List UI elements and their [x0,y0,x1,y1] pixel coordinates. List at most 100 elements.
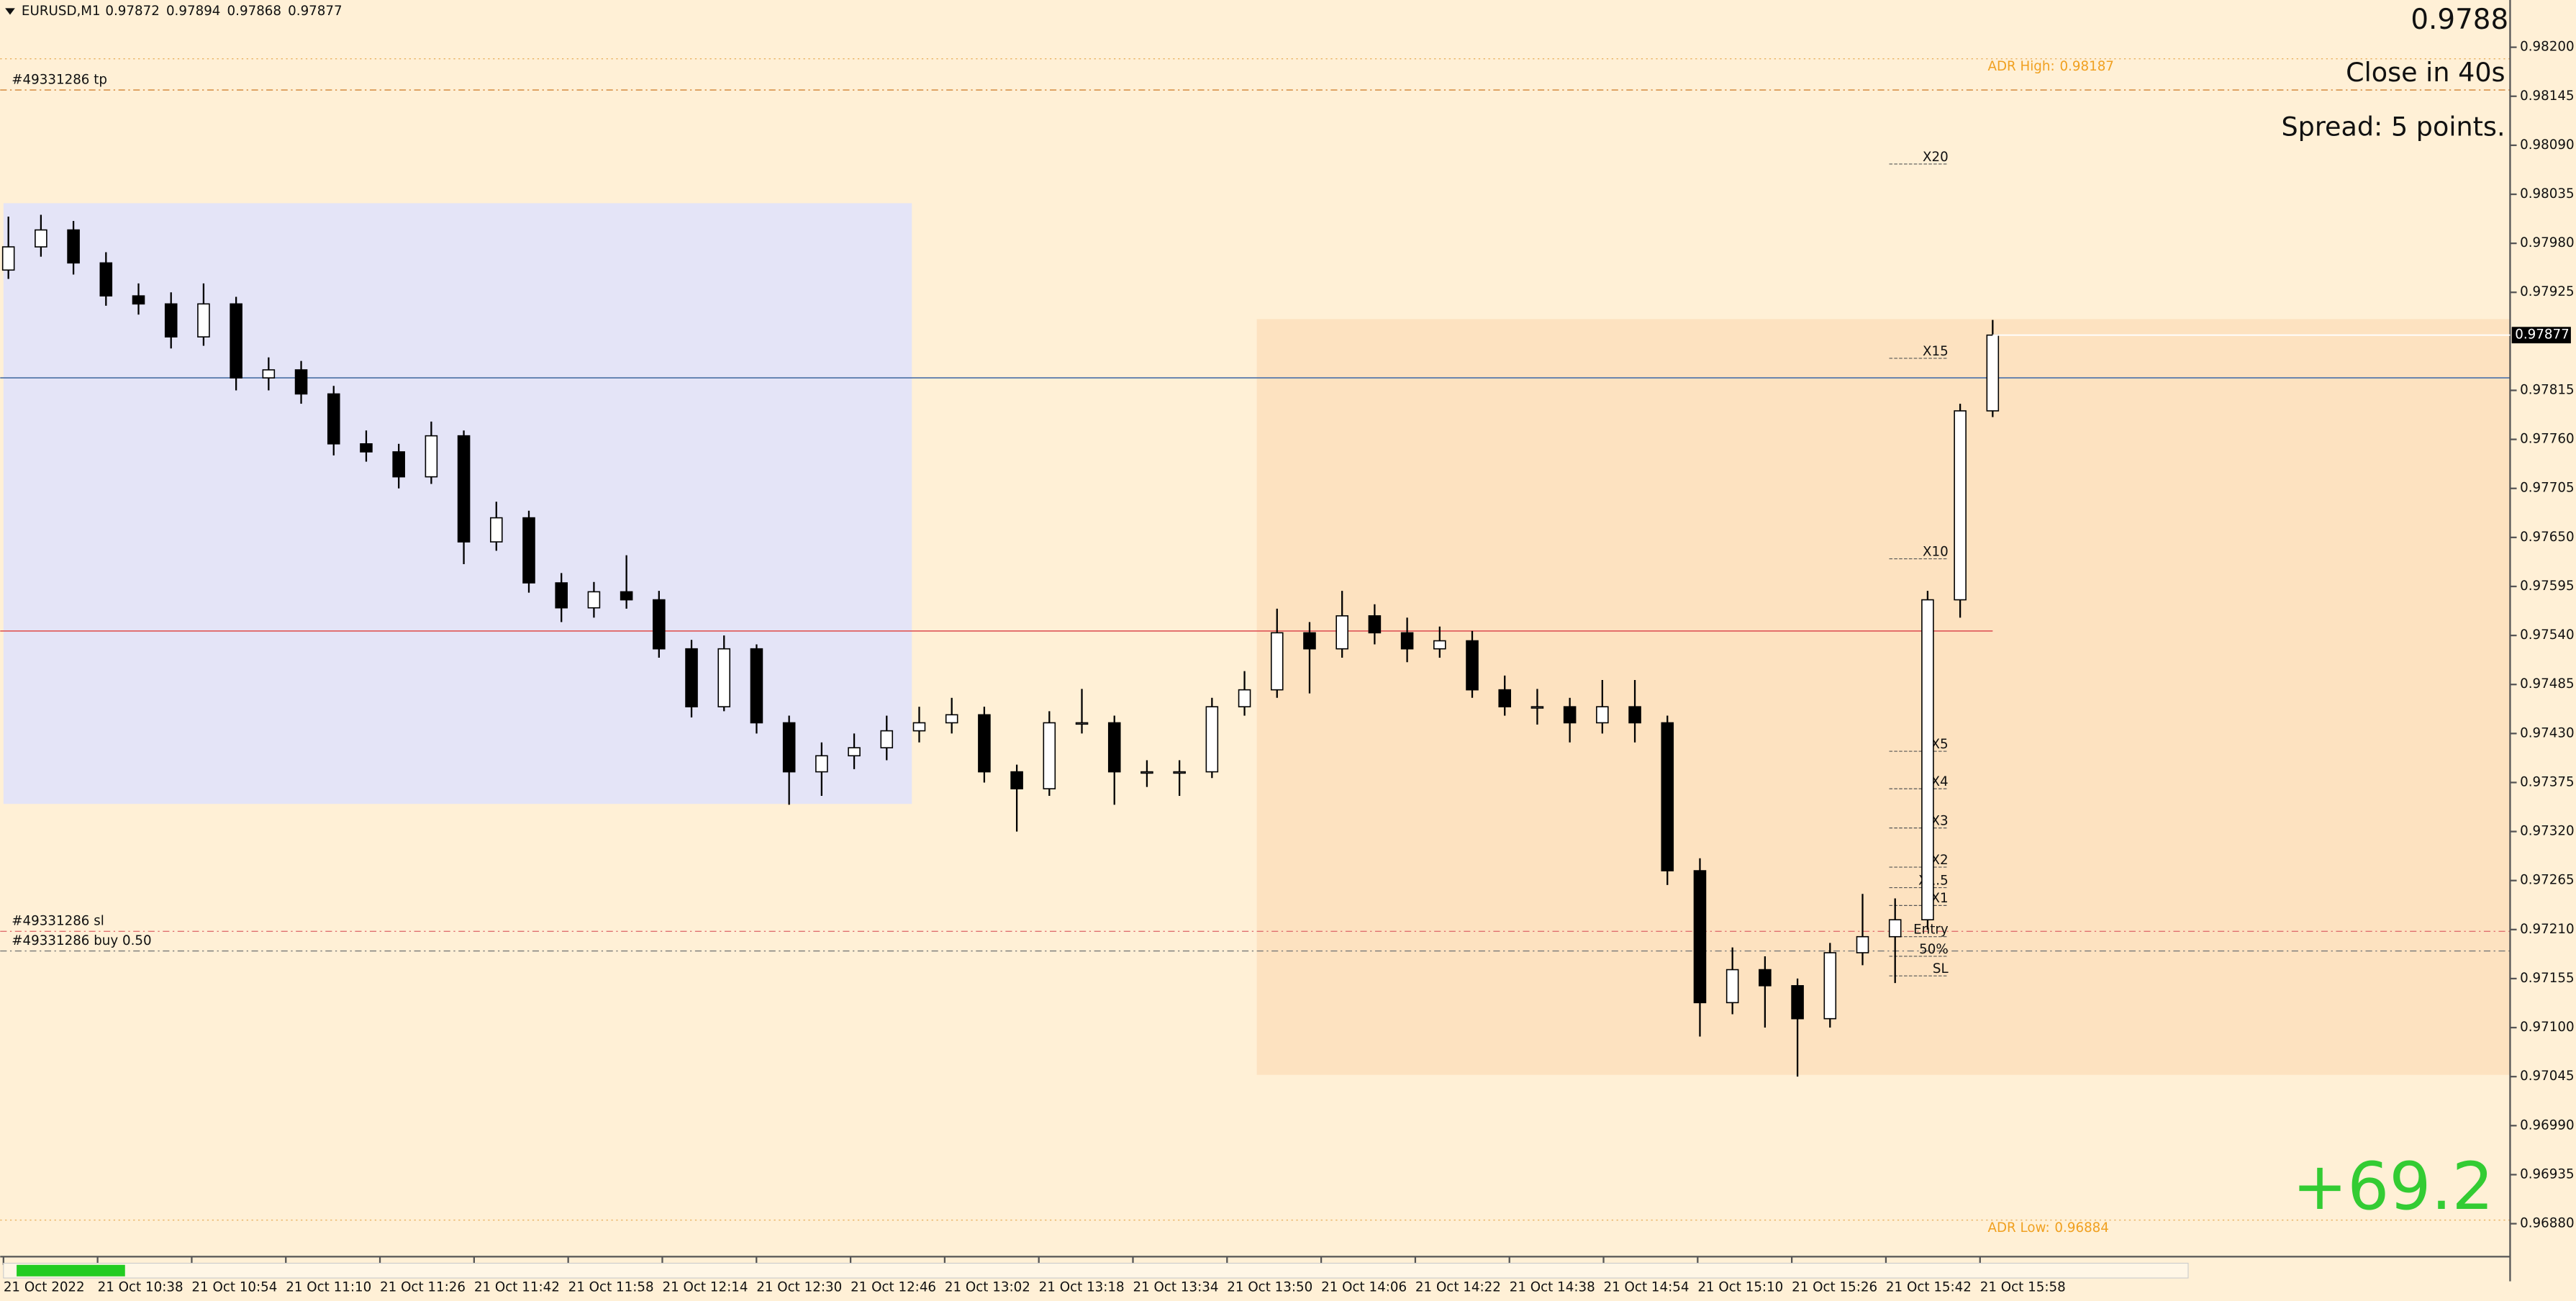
x-tick-label: 21 Oct 11:26 [380,1280,466,1295]
candle-body [522,517,535,584]
y-tick-label: 0.97760 [2520,432,2574,447]
candle-body [880,730,894,748]
profit: +69.2 [2292,1148,2494,1225]
candle-body [782,722,796,773]
x-tick-label: 21 Oct 15:10 [1697,1280,1783,1295]
countdown: Close in 40s [2346,57,2505,88]
candle-body [587,591,601,609]
candle-body [1954,410,1967,601]
candle-body [848,747,861,757]
candle-body [1303,632,1316,650]
candle-body [490,517,503,543]
level-label: X5 [1931,737,1949,752]
adr-name: ADR Low: [1987,1220,2049,1236]
last-price-label: 0.97877 [2515,327,2569,343]
candle-body [1530,706,1544,709]
y-tick-label: 0.96880 [2520,1216,2574,1231]
candle-body [1563,706,1577,724]
y-tick-label: 0.96990 [2520,1118,2574,1133]
level-label: X3 [1931,813,1949,828]
candle-body [1433,640,1446,650]
candle-body [327,393,340,445]
y-tick-label: 0.97650 [2520,530,2574,545]
x-tick-label: 21 Oct 11:58 [568,1280,654,1295]
x-tick-label: 21 Oct 13:50 [1227,1280,1312,1295]
adr-label: ADR Low: 0.96884 [1987,1220,2108,1236]
candle-body [1856,935,1869,953]
candle-body [425,435,438,478]
y-tick-label: 0.97375 [2520,774,2574,789]
y-tick-label: 0.98200 [2520,40,2574,55]
level-label: Entry [1913,923,1949,938]
candle-body [1,246,15,271]
last-price-box [2511,327,2571,344]
candle-body [1596,706,1609,724]
candle-body [1466,640,1479,691]
order-label: #49331286 tp [12,72,107,87]
scrollbar[interactable] [3,1262,2189,1279]
y-tick-label: 0.97210 [2520,922,2574,937]
level-label: X2 [1931,853,1949,868]
candle-body [1823,952,1837,1020]
candle-body [1140,771,1153,774]
x-tick-label: 21 Oct 13:34 [1133,1280,1219,1295]
candle-body [1205,706,1219,773]
candle-body [1107,722,1121,773]
quote-value: 0.97868 [227,4,281,19]
y-tick-label: 0.97100 [2520,1020,2574,1035]
candle-body [1986,334,2000,412]
y-tick-label: 0.97705 [2520,481,2574,496]
quote-value: 0.97872 [105,4,159,19]
candle-body [1335,615,1348,650]
x-tick-label: 21 Oct 15:58 [1980,1280,2066,1295]
candle-body [1010,771,1023,789]
x-tick-label: 21 Oct 15:26 [1792,1280,1877,1295]
candle-body [815,755,828,773]
x-tick-label: 21 Oct 11:42 [474,1280,560,1295]
y-tick-label: 0.97540 [2520,627,2574,643]
candle-body [620,591,633,601]
candle-body [164,303,178,337]
x-tick-label: 21 Oct 15:42 [1886,1280,1972,1295]
candle-body [457,435,471,543]
x-tick-label: 21 Oct 14:54 [1604,1280,1690,1295]
x-tick-label: 21 Oct 13:18 [1039,1280,1125,1295]
x-tick-label: 21 Oct 11:10 [286,1280,371,1295]
candle-body [262,369,276,378]
candle-body [99,262,113,296]
candle-body [1173,771,1186,774]
y-tick-label: 0.98035 [2520,186,2574,201]
candle-body [1791,985,1804,1020]
y-tick-label: 0.96935 [2520,1166,2574,1182]
candle-body [1238,689,1251,707]
x-tick-label: 21 Oct 14:38 [1510,1280,1595,1295]
scrollbar-thumb[interactable] [17,1264,125,1277]
big-price: 0.9788 [2411,4,2508,36]
menu-triangle[interactable] [5,8,15,15]
level-label: X10 [1923,544,1949,559]
y-tick-label: 0.97155 [2520,971,2574,986]
candle-body [717,648,731,707]
x-tick-label: 21 Oct 14:22 [1415,1280,1501,1295]
level-label: X1 [1931,891,1949,906]
candle-body [197,303,210,337]
y-tick-label: 0.97045 [2520,1069,2574,1084]
y-tick-label: 0.97265 [2520,873,2574,888]
y-tick-label: 0.97980 [2520,235,2574,250]
quote: 0.97872 0.97894 0.97868 0.97877 [105,4,342,19]
candle-body [392,451,405,478]
x-tick-label: 21 Oct 10:54 [191,1280,277,1295]
candle-body [1270,632,1284,691]
candle-body [132,295,145,305]
order-label: #49331286 buy 0.50 [12,933,151,948]
candle-body [978,714,991,773]
candle-body [1661,722,1674,871]
y-tick-label: 0.97595 [2520,579,2574,594]
quote-value: 0.97877 [288,4,342,19]
quote-value: 0.97894 [166,4,220,19]
candle-body [750,648,763,724]
candle-body [653,599,666,650]
y-tick-label: 0.98090 [2520,137,2574,153]
